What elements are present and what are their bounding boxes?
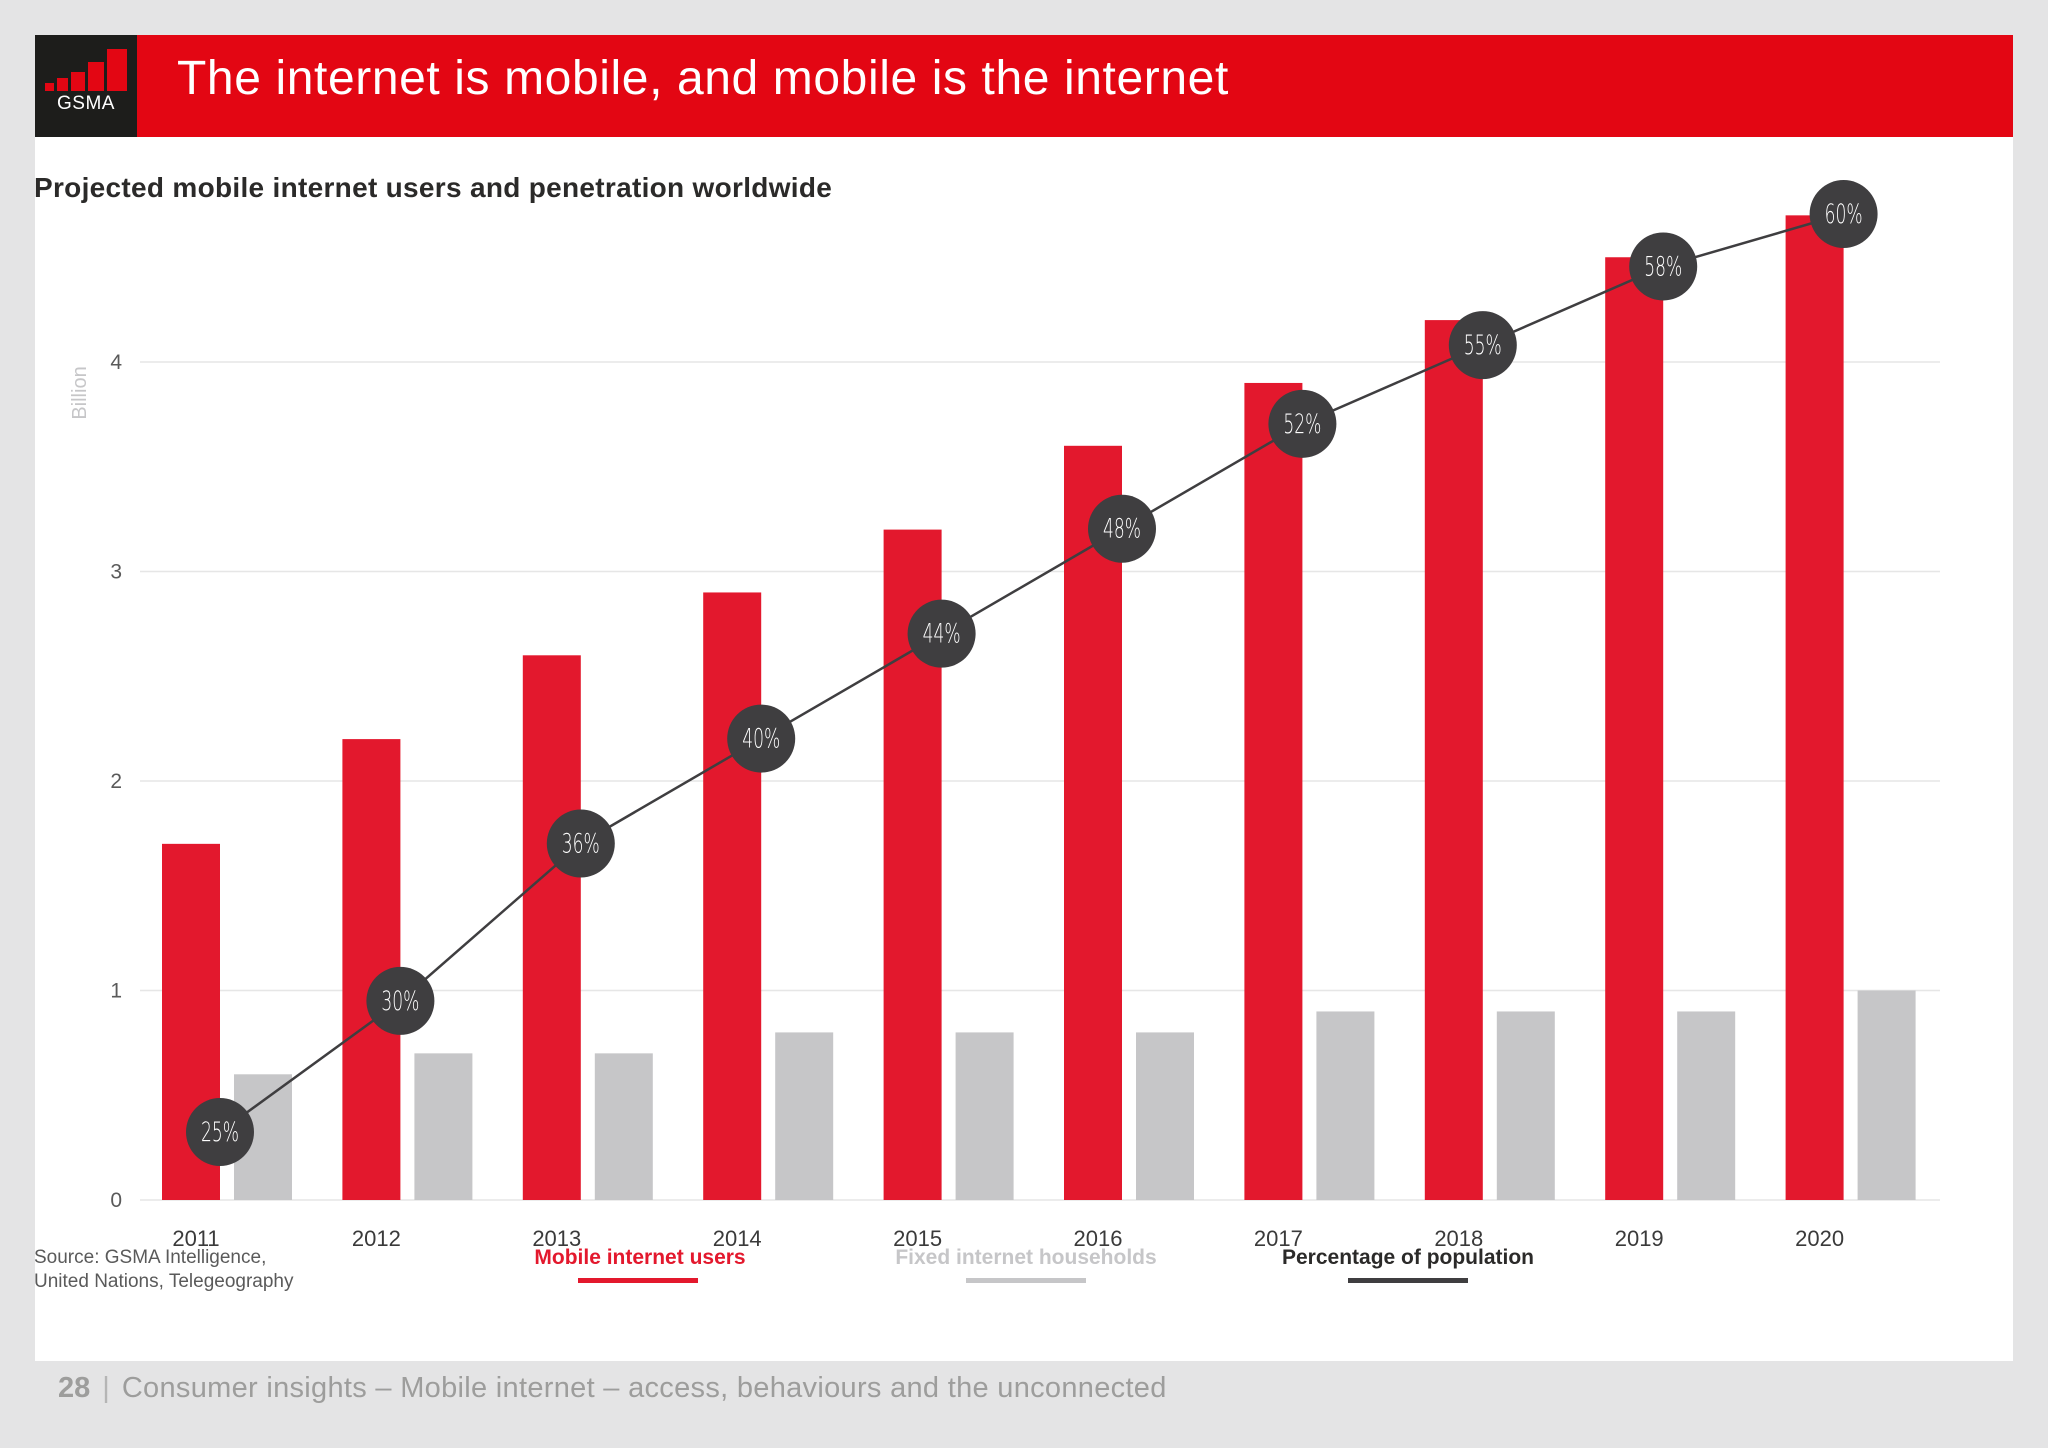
bar-fixed-households	[1496, 1011, 1555, 1200]
bar-fixed-households	[955, 1032, 1014, 1200]
bar-mobile-users	[522, 655, 581, 1200]
x-tick-label: 2017	[1254, 1226, 1303, 1251]
bar-fixed-households	[775, 1032, 834, 1200]
percentage-label: 52%	[1283, 409, 1321, 440]
bar-mobile-users	[1424, 320, 1483, 1201]
legend-mobile-users: Mobile internet users	[534, 1246, 746, 1269]
bar-fixed-households	[1677, 1011, 1736, 1200]
source-note: Source: GSMA Intelligence, United Nation…	[34, 1246, 354, 1294]
y-axis-label: Billion	[69, 366, 91, 419]
percentage-marker	[546, 809, 615, 878]
percentage-label: 30%	[381, 986, 419, 1017]
y-tick-label: 4	[110, 351, 122, 374]
chart-title: Projected mobile internet users and pene…	[34, 172, 833, 203]
footer-separator: |	[102, 1372, 110, 1404]
bar-mobile-users	[703, 592, 762, 1200]
x-tick-label: 2012	[352, 1226, 401, 1251]
gsma-logo: GSMA	[35, 35, 137, 137]
source-line-1: Source: GSMA Intelligence,	[34, 1247, 267, 1268]
x-tick-label: 2016	[1074, 1226, 1123, 1251]
percentage-marker	[1809, 180, 1878, 248]
bar-mobile-users	[1244, 382, 1303, 1200]
percentage-marker	[727, 704, 796, 773]
bar-fixed-households	[1136, 1032, 1194, 1200]
page-number: 28	[58, 1372, 91, 1404]
source-line-2: United Nations, Telegeography	[34, 1271, 294, 1292]
bar-mobile-users	[1785, 215, 1844, 1201]
x-tick-label: 2013	[532, 1226, 581, 1251]
percentage-label: 40%	[742, 724, 780, 755]
percentage-label: 60%	[1825, 199, 1863, 230]
x-tick-label: 2011	[172, 1226, 219, 1251]
legend-fixed-households: Fixed internet households	[895, 1246, 1157, 1269]
bar-mobile-users	[1605, 257, 1664, 1200]
logo-bars-icon	[45, 49, 127, 91]
bar-fixed-households	[1316, 1011, 1375, 1200]
percentage-marker	[1629, 232, 1698, 301]
x-tick-label: 2018	[1434, 1226, 1483, 1251]
legend-swatch-mobile-users	[578, 1278, 698, 1283]
percentage-label: 44%	[923, 619, 961, 650]
footer: 28 | Consumer insights – Mobile internet –…	[58, 1372, 1167, 1405]
header-bar: GSMA The internet is mobile, and mobile …	[35, 35, 2013, 137]
percentage-marker	[1448, 311, 1517, 380]
x-tick-label: 2020	[1795, 1226, 1844, 1251]
bar-fixed-households	[414, 1053, 473, 1200]
bar-fixed-households	[1857, 990, 1916, 1200]
legend-swatch-percentage	[1348, 1278, 1468, 1283]
page-title: The internet is mobile, and mobile is th…	[177, 52, 1229, 105]
y-tick-label: 3	[110, 561, 122, 584]
percentage-label: 58%	[1644, 251, 1682, 282]
logo-text: GSMA	[57, 93, 115, 114]
footer-text: Consumer insights – Mobile internet – ac…	[121, 1372, 1167, 1404]
percentage-label: 55%	[1464, 330, 1502, 361]
bar-fixed-households	[594, 1053, 653, 1200]
percentage-marker	[186, 1098, 254, 1166]
y-tick-label: 2	[110, 770, 122, 793]
percentage-line	[219, 212, 1844, 1134]
percentage-marker	[366, 966, 435, 1035]
x-tick-label: 2014	[713, 1226, 762, 1251]
percentage-label: 25%	[201, 1117, 239, 1148]
percentage-marker	[907, 599, 976, 668]
percentage-marker	[1088, 494, 1156, 563]
legend-swatch-fixed-households	[966, 1278, 1086, 1283]
x-tick-label: 2015	[893, 1226, 942, 1251]
bar-mobile-users	[1064, 445, 1122, 1200]
percentage-label: 48%	[1103, 514, 1141, 545]
y-tick-label: 0	[110, 1189, 122, 1212]
percentage-label: 36%	[562, 828, 600, 859]
y-tick-label: 1	[110, 980, 122, 1003]
percentage-marker	[1268, 389, 1337, 458]
legend-percentage: Percentage of population	[1281, 1246, 1535, 1269]
x-tick-label: 2019	[1615, 1226, 1664, 1251]
